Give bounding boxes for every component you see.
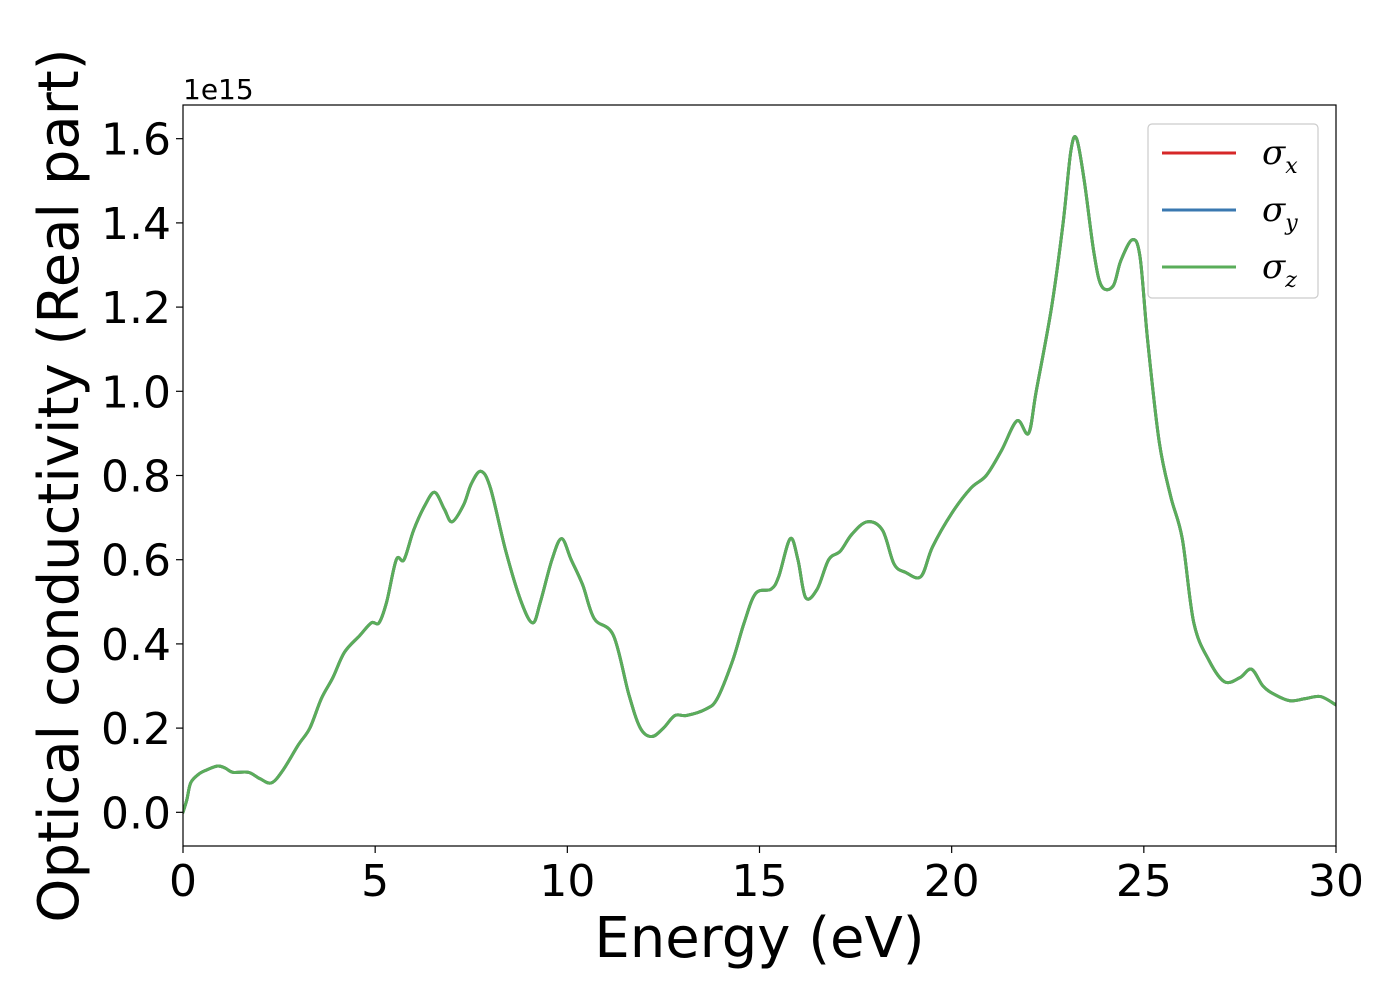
y-tick-label: 1.6: [101, 115, 171, 166]
series-line-sigma-z: [183, 135, 1336, 814]
y-tick-label: 0.4: [101, 620, 171, 671]
y-tick-label: 0.8: [101, 452, 171, 503]
x-tick-label: 0: [169, 856, 197, 907]
y-tick-label: 1.2: [101, 283, 171, 334]
x-tick-label: 20: [924, 856, 980, 907]
y-tick-label: 0.6: [101, 536, 171, 587]
legend-subscript-x: x: [1285, 154, 1298, 179]
series-group: [183, 135, 1336, 814]
y-tick-label: 0.2: [101, 704, 171, 755]
x-tick-label: 30: [1308, 856, 1364, 907]
y-axis-label: Optical conductivity (Real part): [27, 48, 92, 922]
y-axis-ticks: 0.0 0.2 0.4 0.6 0.8 1.0 1.2 1.4 1.6: [101, 115, 183, 839]
y-tick-label: 1.4: [101, 199, 171, 250]
x-tick-label: 5: [361, 856, 389, 907]
x-tick-label: 15: [732, 856, 788, 907]
y-tick-label: 1.0: [101, 367, 171, 418]
x-tick-label: 25: [1116, 856, 1172, 907]
x-axis-ticks: 0 5 10 15 20 25 30: [169, 846, 1364, 907]
y-tick-label: 0.0: [101, 788, 171, 839]
legend-subscript-z: z: [1284, 268, 1297, 293]
x-axis-label: Energy (eV): [594, 906, 924, 971]
x-tick-label: 10: [539, 856, 595, 907]
y-axis-offset-label: 1e15: [183, 73, 254, 106]
legend-subscript-y: y: [1284, 211, 1298, 236]
